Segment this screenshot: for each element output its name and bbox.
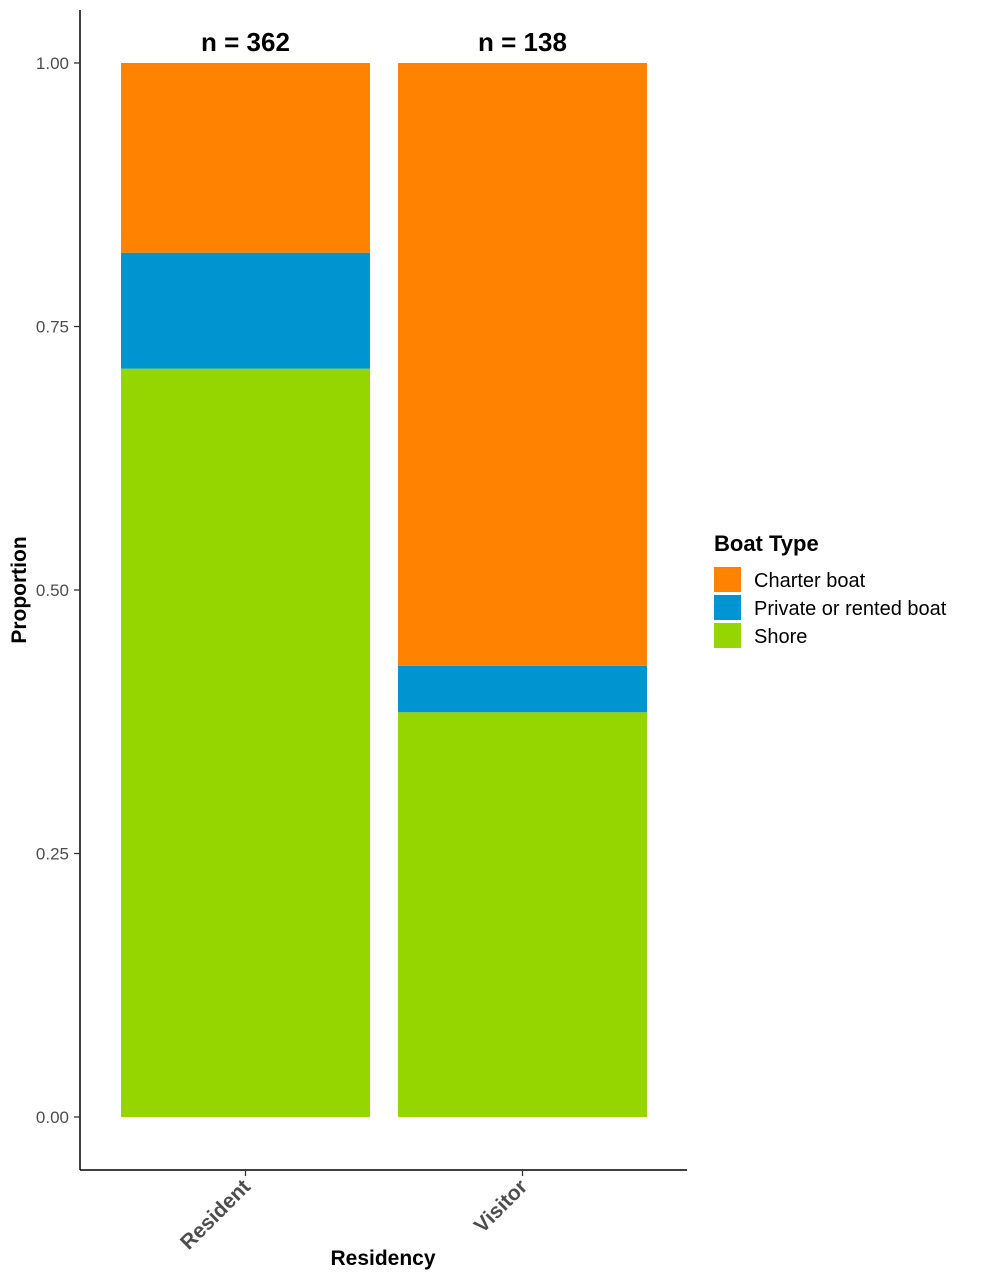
y-tick-label: 0.00: [36, 1108, 69, 1127]
bar-annotation-visitor: n = 138: [478, 27, 567, 57]
bar-resident-shore: [121, 368, 370, 1117]
bar-visitor-private-or-rented-boat: [398, 665, 647, 713]
bars-layer: [121, 63, 647, 1117]
x-tick-label-resident: Resident: [176, 1175, 255, 1254]
y-tick-label: 0.75: [36, 318, 69, 337]
legend: Boat Type Charter boat Private or rented …: [714, 531, 947, 648]
bar-resident-private-or-rented-boat: [121, 252, 370, 369]
legend-swatch-private-or-rented-boat: [714, 595, 741, 620]
y-tick-label: 1.00: [36, 54, 69, 73]
bar-annotation-resident: n = 362: [201, 27, 290, 57]
bar-visitor-shore: [398, 712, 647, 1117]
y-tick-label: 0.25: [36, 845, 69, 864]
bar-visitor-charter-boat: [398, 63, 647, 666]
legend-label-shore: Shore: [754, 626, 807, 648]
y-axis-title: Proportion: [8, 536, 31, 643]
bar-annotations: n = 362 n = 138: [201, 27, 567, 57]
x-tick-label-visitor: Visitor: [470, 1175, 532, 1237]
legend-swatch-shore: [714, 623, 741, 648]
x-ticks: Resident Visitor: [176, 1170, 532, 1254]
y-tick-label: 0.50: [36, 581, 69, 600]
bar-resident-charter-boat: [121, 63, 370, 253]
legend-swatch-charter-boat: [714, 567, 741, 592]
legend-title: Boat Type: [714, 531, 819, 556]
legend-label-charter-boat: Charter boat: [754, 570, 866, 592]
x-axis-title: Residency: [330, 1247, 435, 1270]
y-ticks: 0.00 0.25 0.50 0.75 1.00: [36, 54, 80, 1127]
legend-label-private-or-rented-boat: Private or rented boat: [754, 598, 947, 620]
